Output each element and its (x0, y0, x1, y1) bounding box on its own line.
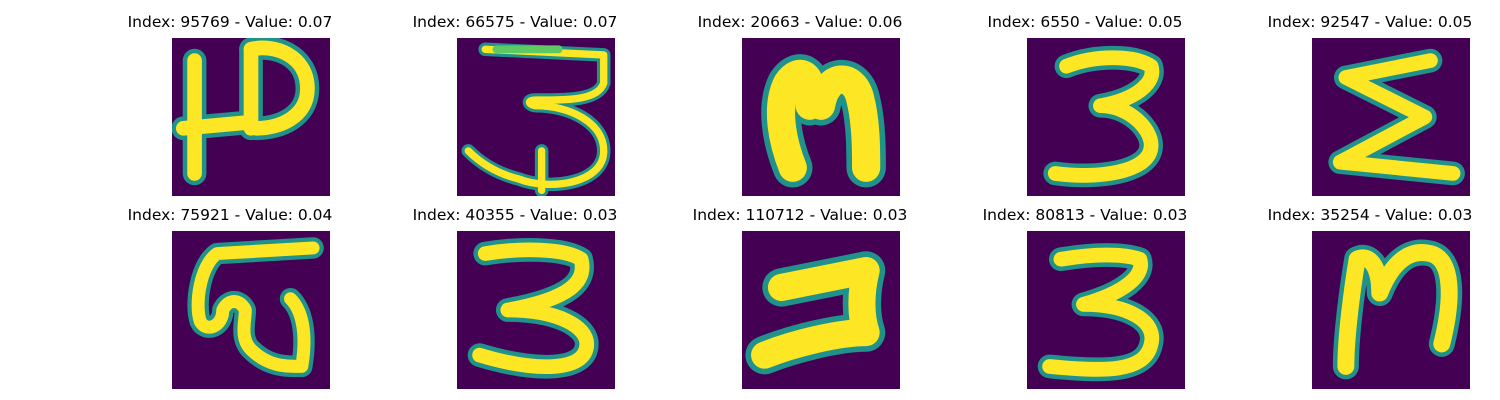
panel-9: Index: 80813 - Value: 0.03 (955, 205, 1215, 395)
panel-4: Index: 6550 - Value: 0.05 (955, 12, 1215, 202)
digit-image (172, 231, 330, 389)
panel-8: Index: 110712 - Value: 0.03 (670, 205, 930, 395)
digit-image (457, 38, 615, 196)
panel-title: Index: 40355 - Value: 0.03 (412, 206, 618, 224)
panel-3: Index: 20663 - Value: 0.06 (670, 12, 930, 202)
panel-5: Index: 92547 - Value: 0.05 (1240, 12, 1500, 202)
digit-image (742, 38, 900, 196)
panel-2: Index: 66575 - Value: 0.07 (385, 12, 645, 202)
digit-3-icon (457, 231, 615, 389)
panel-title: Index: 80813 - Value: 0.03 (982, 206, 1188, 224)
digit-sigma-icon (1312, 38, 1470, 196)
digit-image (742, 231, 900, 389)
panel-7: Index: 40355 - Value: 0.03 (385, 205, 645, 395)
panel-10: Index: 35254 - Value: 0.03 (1240, 205, 1500, 395)
panel-title: Index: 20663 - Value: 0.06 (697, 13, 903, 31)
panel-title: Index: 35254 - Value: 0.03 (1267, 206, 1473, 224)
digit-image (457, 231, 615, 389)
panel-title: Index: 66575 - Value: 0.07 (412, 13, 618, 31)
digit-w-bar-icon (172, 231, 330, 389)
panel-title: Index: 110712 - Value: 0.03 (692, 206, 908, 224)
panel-6: Index: 75921 - Value: 0.04 (100, 205, 360, 395)
digit-2-rotated-icon (742, 231, 900, 389)
panel-title: Index: 95769 - Value: 0.07 (127, 13, 333, 31)
digit-image (1027, 38, 1185, 196)
digit-3-open-icon (457, 38, 615, 196)
digit-image (172, 38, 330, 196)
digit-image (1027, 231, 1185, 389)
panel-1: Index: 95769 - Value: 0.07 (100, 12, 360, 202)
panel-title: Index: 75921 - Value: 0.04 (127, 206, 333, 224)
digit-12-icon (172, 38, 330, 196)
digit-image (1312, 38, 1470, 196)
panel-title: Index: 6550 - Value: 0.05 (987, 13, 1183, 31)
panel-title: Index: 92547 - Value: 0.05 (1267, 13, 1473, 31)
digit-3-icon (1027, 231, 1185, 389)
digit-image (1312, 231, 1470, 389)
digit-3-icon (1027, 38, 1185, 196)
digit-n-icon (1312, 231, 1470, 389)
digit-arch-icon (742, 38, 900, 196)
